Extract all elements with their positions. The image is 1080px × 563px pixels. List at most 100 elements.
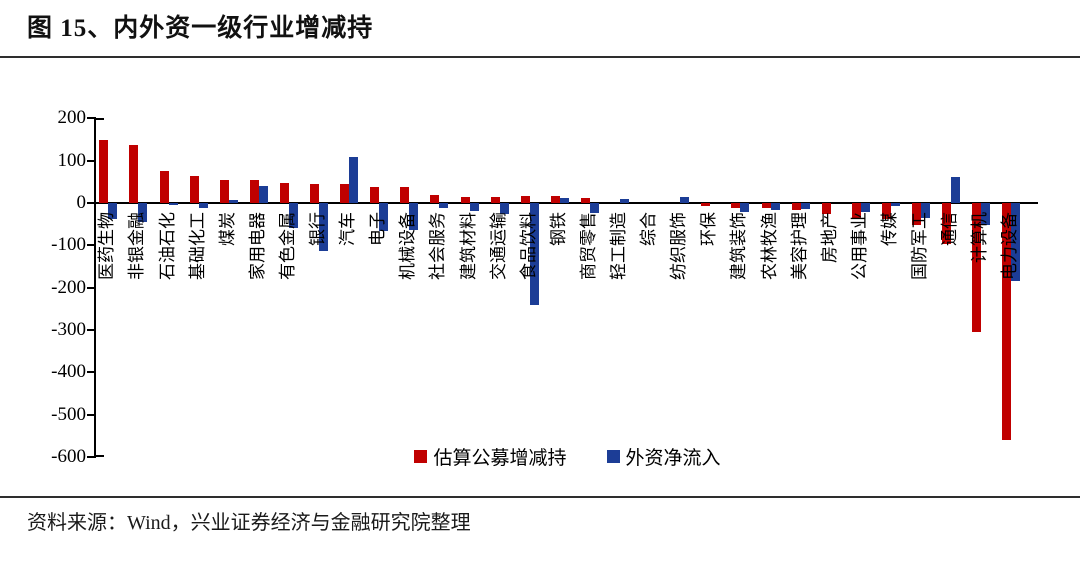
bar-foreign-inflow (409, 203, 419, 231)
bar-foreign-inflow (860, 203, 870, 213)
figure-title: 图 15、内外资一级行业增减持 (27, 15, 374, 42)
category-label-text: 有色金属 (277, 212, 297, 280)
category-label-text: 基础化工 (187, 212, 207, 280)
bar-foreign-inflow (740, 203, 750, 212)
category-label-text: 石油石化 (157, 212, 177, 280)
y-axis-tick-label: -600 (51, 445, 86, 467)
category-label-text: 建筑材料 (458, 212, 478, 280)
category-label: 有色金属 (278, 212, 298, 362)
bar-public-funds (791, 203, 801, 210)
category-label-text: 综合 (639, 212, 659, 246)
bar-public-funds (279, 182, 289, 203)
category-label: 石油石化 (158, 212, 178, 362)
legend-label-public-funds: 估算公募增减持 (433, 448, 567, 469)
y-axis-tick (87, 455, 96, 458)
category-label: 基础化工 (188, 212, 208, 362)
y-axis-tick (87, 159, 96, 162)
bar-foreign-inflow (620, 199, 629, 203)
bottom-divider (0, 496, 1080, 498)
bar-public-funds (881, 203, 891, 220)
bar-public-funds (701, 203, 711, 206)
y-axis-tick-label: -300 (51, 318, 86, 340)
bar-foreign-inflow (168, 203, 178, 206)
category-label: 纺织服饰 (669, 212, 689, 362)
category-label-text: 社会服务 (428, 212, 448, 280)
category-label: 电子 (368, 212, 388, 362)
bar-foreign-inflow (951, 176, 961, 203)
category-label: 煤炭 (218, 212, 238, 362)
category-label-text: 环保 (699, 212, 719, 246)
category-label-text: 钢铁 (548, 212, 568, 246)
category-label: 轻工制造 (609, 212, 629, 362)
y-axis-tick (87, 286, 96, 289)
bar-public-funds (99, 139, 109, 203)
category-label-text: 机械设备 (398, 212, 418, 280)
category-label-text: 银行 (308, 212, 327, 246)
category-label-text: 农林牧渔 (759, 212, 779, 280)
bar-foreign-inflow (108, 203, 118, 219)
bar-public-funds (851, 203, 861, 218)
bar-foreign-inflow (921, 203, 930, 218)
legend-item-foreign-inflow: 外资净流入 (606, 443, 721, 470)
bar-foreign-inflow (288, 203, 298, 229)
category-label: 家用电器 (248, 212, 268, 362)
legend-label-foreign-inflow: 外资净流入 (625, 448, 721, 469)
category-label: 非银金融 (127, 212, 147, 362)
y-axis-tick-label: 0 (76, 192, 87, 213)
zero-baseline (94, 202, 1038, 204)
category-label: 钢铁 (549, 212, 569, 362)
bar-public-funds (219, 179, 229, 203)
y-axis-bottom-stub (96, 454, 104, 457)
y-axis-tick (87, 328, 96, 331)
bar-public-funds (490, 196, 500, 203)
category-label: 农林牧渔 (760, 212, 780, 362)
bar-public-funds (340, 183, 350, 203)
category-label-text: 医药生物 (97, 212, 117, 280)
category-label: 银行 (308, 212, 328, 362)
category-label-text: 电子 (368, 212, 388, 246)
category-label: 环保 (699, 212, 719, 362)
y-axis-tick (87, 413, 96, 416)
category-label: 电力设备 (1000, 212, 1020, 362)
category-label: 机械设备 (398, 212, 418, 362)
top-divider (0, 56, 1080, 58)
category-label-text: 计算机 (970, 212, 990, 263)
bar-foreign-inflow (319, 203, 328, 251)
blue-series-swatch-icon (606, 450, 620, 463)
category-label: 商贸零售 (579, 212, 599, 362)
bar-foreign-inflow (770, 203, 780, 210)
category-label: 公用事业 (850, 212, 870, 362)
bar-public-funds (189, 176, 199, 203)
category-label-text: 房地产 (819, 212, 839, 263)
category-label-text: 建筑装饰 (729, 212, 749, 280)
category-label-text: 美容护理 (789, 212, 809, 280)
bar-foreign-inflow (981, 203, 991, 225)
bar-public-funds (430, 195, 440, 203)
bar-foreign-inflow (379, 203, 389, 232)
category-label: 建筑材料 (459, 212, 479, 362)
bar-public-funds (972, 203, 982, 332)
source-note: 资料来源：Wind，兴业证券经济与金融研究院整理 (27, 512, 471, 534)
category-label-text: 公用事业 (849, 212, 869, 280)
y-axis-tick-label: 200 (57, 107, 87, 129)
y-axis-tick-label: -200 (51, 276, 86, 298)
chart-legend: 估算公募增减持 外资净流入 (95, 443, 1040, 470)
bar-public-funds (460, 196, 470, 203)
bar-public-funds (580, 197, 590, 203)
y-axis-tick (87, 244, 96, 247)
category-label-text: 非银金融 (127, 212, 147, 280)
y-axis-tick-label: -400 (51, 361, 86, 383)
bar-foreign-inflow (138, 203, 148, 223)
category-label: 建筑装饰 (729, 212, 749, 362)
bar-public-funds (1002, 203, 1012, 440)
bar-foreign-inflow (439, 203, 449, 208)
bar-public-funds (821, 203, 831, 215)
bar-public-funds (912, 203, 921, 226)
category-label: 交通运输 (489, 212, 509, 362)
bar-foreign-inflow (198, 203, 208, 209)
bar-foreign-inflow (469, 203, 479, 212)
y-axis-tick (87, 202, 96, 204)
category-label: 通信 (940, 212, 960, 362)
category-label: 食品饮料 (519, 212, 539, 362)
